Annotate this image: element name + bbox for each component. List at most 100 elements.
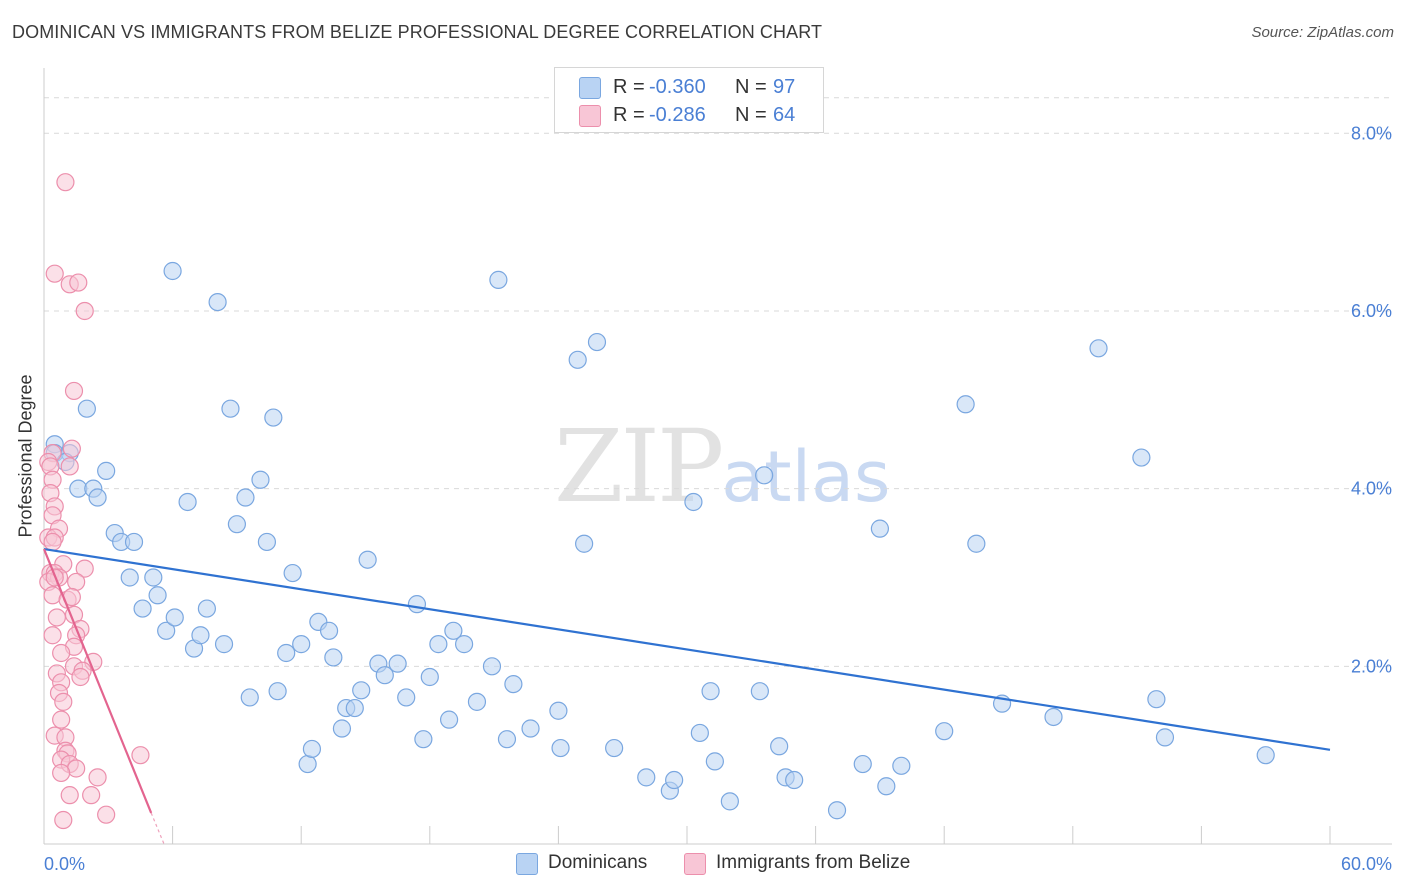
- dominican-point: [324, 648, 343, 667]
- belize-point: [45, 264, 64, 283]
- dominican-point: [221, 399, 240, 418]
- belize-point: [43, 626, 62, 645]
- dominican-point: [227, 515, 246, 534]
- dominican-point: [1089, 339, 1108, 358]
- stats-row-dominicans: R = -0.360 N = 97: [555, 73, 823, 101]
- belize-point: [75, 559, 94, 578]
- dominican-point: [467, 692, 487, 711]
- r-label: R =: [613, 104, 645, 126]
- belize-point: [43, 532, 62, 552]
- n-label: N =: [735, 76, 767, 98]
- dominican-point: [133, 599, 152, 618]
- dominican-point: [637, 768, 656, 787]
- dominican-trend-line: [43, 547, 1331, 751]
- y-tick-label: 8.0%: [1351, 123, 1392, 143]
- dominican-point: [1256, 746, 1275, 765]
- dominican-point: [587, 332, 607, 352]
- dominican-point: [1147, 690, 1166, 709]
- dominican-point: [551, 738, 570, 758]
- dominican-point: [352, 681, 371, 700]
- belize-point: [54, 810, 73, 830]
- dominican-point: [97, 461, 116, 480]
- dominican-point: [214, 635, 234, 654]
- dominican-point: [504, 674, 523, 694]
- dominican-point: [482, 657, 502, 676]
- dominican-point: [853, 754, 872, 774]
- blue-swatch: [579, 77, 601, 99]
- dominican-point: [163, 261, 182, 281]
- legend: Dominicans Immigrants from Belize: [0, 851, 1406, 879]
- belize-point: [60, 457, 79, 476]
- dominican-point: [439, 710, 459, 729]
- n-label: N =: [735, 104, 767, 126]
- stats-row-belize: R = -0.286 N = 64: [555, 101, 823, 129]
- legend-swatch-pink: [684, 853, 706, 875]
- dominican-point: [967, 534, 986, 553]
- legend-label: Dominicans: [548, 852, 648, 873]
- dominican-point: [124, 532, 144, 552]
- dominican-point: [785, 770, 804, 790]
- dominican-point: [605, 738, 624, 758]
- pink-swatch: [579, 105, 601, 127]
- dominican-point: [77, 399, 96, 418]
- dominican-point: [1044, 707, 1063, 727]
- dominican-point: [690, 723, 709, 743]
- belize-point: [97, 805, 116, 824]
- belize-point: [52, 643, 71, 663]
- dominican-point: [407, 595, 427, 614]
- watermark-atlas: atlas: [721, 436, 891, 518]
- dominican-point: [197, 599, 216, 618]
- dominican-point: [292, 635, 311, 654]
- dominican-point: [956, 395, 975, 414]
- dominican-point: [827, 801, 847, 820]
- dominican-point: [420, 667, 439, 687]
- dominican-point: [770, 737, 789, 756]
- dominican-point: [277, 643, 296, 663]
- dominican-point: [345, 698, 364, 718]
- belize-trend-extension: [150, 812, 165, 845]
- belize-trend-line: [42, 548, 153, 814]
- dominican-point: [684, 492, 703, 512]
- dominican-point: [489, 270, 508, 289]
- dominican-point: [720, 792, 739, 811]
- dominican-point: [157, 621, 176, 640]
- dominican-point: [497, 730, 517, 749]
- belize-point: [47, 608, 66, 627]
- dominican-point: [302, 739, 322, 759]
- dominican-point: [332, 719, 352, 738]
- dominican-point: [429, 635, 448, 654]
- legend-swatch-blue: [516, 853, 538, 875]
- dominican-point: [1132, 448, 1151, 467]
- dominican-point: [705, 752, 724, 771]
- dominican-point: [251, 470, 270, 489]
- dominican-point: [414, 730, 433, 749]
- dominican-point: [88, 488, 107, 507]
- x-tick-label: 0.0%: [44, 854, 85, 874]
- dominican-point: [575, 534, 594, 553]
- dominican-point: [521, 719, 540, 738]
- dominican-point: [268, 682, 287, 701]
- belize-point: [54, 692, 73, 711]
- dominican-point: [240, 688, 259, 707]
- belize-point: [71, 667, 90, 687]
- dominican-point: [144, 568, 163, 587]
- belize-point: [69, 273, 88, 292]
- x-tick-label: 60.0%: [1341, 854, 1392, 874]
- chart-title: DOMINICAN VS IMMIGRANTS FROM BELIZE PROF…: [12, 22, 823, 42]
- belize-point: [60, 786, 79, 805]
- dominican-point: [892, 756, 911, 775]
- dominican-point: [665, 770, 684, 790]
- belize-point: [62, 439, 81, 458]
- belize-point: [67, 572, 86, 592]
- dominican-point: [870, 519, 890, 538]
- legend-label: Immigrants from Belize: [716, 852, 911, 873]
- dominican-point: [388, 654, 407, 673]
- stats-box: R = -0.360 N = 97 R = -0.286 N = 64: [554, 67, 824, 133]
- dominican-point: [375, 666, 394, 685]
- dominican-point: [549, 701, 568, 720]
- y-tick-label: 6.0%: [1351, 301, 1392, 321]
- belize-point: [67, 759, 86, 778]
- r-value: -0.286: [649, 104, 706, 126]
- dominican-point: [283, 563, 302, 583]
